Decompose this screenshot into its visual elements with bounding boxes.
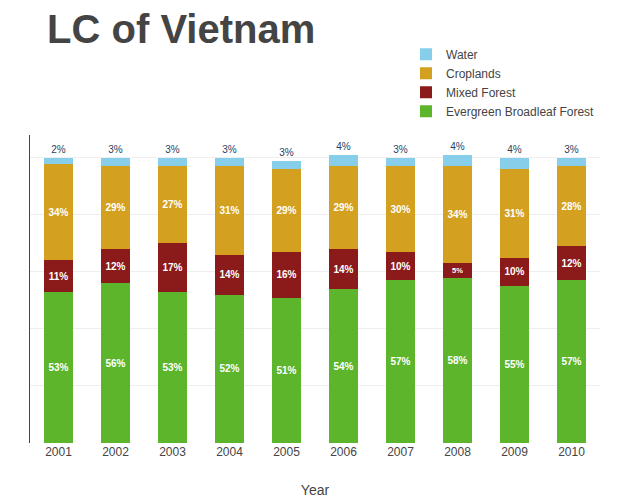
svg-text:2007: 2007 <box>387 445 414 459</box>
svg-text:3%: 3% <box>165 144 180 155</box>
svg-text:14%: 14% <box>333 264 353 275</box>
svg-text:2008: 2008 <box>444 445 471 459</box>
svg-text:58%: 58% <box>447 355 467 366</box>
svg-text:LC of Vietnam: LC of Vietnam <box>47 7 315 51</box>
svg-text:30%: 30% <box>390 204 410 215</box>
svg-text:12%: 12% <box>561 258 581 269</box>
svg-text:2001: 2001 <box>45 445 72 459</box>
svg-text:29%: 29% <box>276 205 296 216</box>
svg-text:51%: 51% <box>276 365 296 376</box>
svg-text:2005: 2005 <box>273 445 300 459</box>
svg-text:17%: 17% <box>162 262 182 273</box>
svg-text:3%: 3% <box>279 147 294 158</box>
svg-text:28%: 28% <box>561 201 581 212</box>
svg-text:5%: 5% <box>452 266 463 275</box>
svg-text:52%: 52% <box>219 363 239 374</box>
svg-text:2004: 2004 <box>216 445 243 459</box>
svg-text:56%: 56% <box>105 358 125 369</box>
svg-text:4%: 4% <box>507 144 522 155</box>
svg-text:31%: 31% <box>504 208 524 219</box>
svg-text:27%: 27% <box>162 199 182 210</box>
svg-text:34%: 34% <box>48 207 68 218</box>
svg-text:2009: 2009 <box>501 445 528 459</box>
svg-text:31%: 31% <box>219 205 239 216</box>
svg-text:4%: 4% <box>336 141 351 152</box>
svg-text:Water: Water <box>446 48 478 62</box>
svg-text:53%: 53% <box>162 362 182 373</box>
svg-text:2%: 2% <box>51 144 66 155</box>
svg-text:53%: 53% <box>48 362 68 373</box>
svg-text:29%: 29% <box>333 202 353 213</box>
svg-text:3%: 3% <box>564 144 579 155</box>
svg-text:2010: 2010 <box>558 445 585 459</box>
svg-text:12%: 12% <box>105 261 125 272</box>
svg-text:10%: 10% <box>390 261 410 272</box>
svg-text:3%: 3% <box>222 144 237 155</box>
svg-text:2002: 2002 <box>102 445 129 459</box>
svg-text:4%: 4% <box>450 141 465 152</box>
svg-text:54%: 54% <box>333 361 353 372</box>
svg-text:3%: 3% <box>108 144 123 155</box>
svg-text:16%: 16% <box>276 269 296 280</box>
svg-text:2003: 2003 <box>159 445 186 459</box>
svg-text:29%: 29% <box>105 202 125 213</box>
svg-text:11%: 11% <box>49 271 69 282</box>
svg-text:14%: 14% <box>219 269 239 280</box>
svg-text:Evergreen Broadleaf Forest: Evergreen Broadleaf Forest <box>446 105 594 119</box>
svg-text:2006: 2006 <box>330 445 357 459</box>
svg-text:55%: 55% <box>504 359 524 370</box>
svg-text:Year: Year <box>301 482 330 498</box>
svg-text:57%: 57% <box>561 356 581 367</box>
svg-text:10%: 10% <box>504 266 524 277</box>
svg-text:34%: 34% <box>447 209 467 220</box>
svg-text:3%: 3% <box>393 144 408 155</box>
svg-text:Croplands: Croplands <box>446 67 501 81</box>
svg-text:57%: 57% <box>390 356 410 367</box>
svg-text:Mixed Forest: Mixed Forest <box>446 86 516 100</box>
